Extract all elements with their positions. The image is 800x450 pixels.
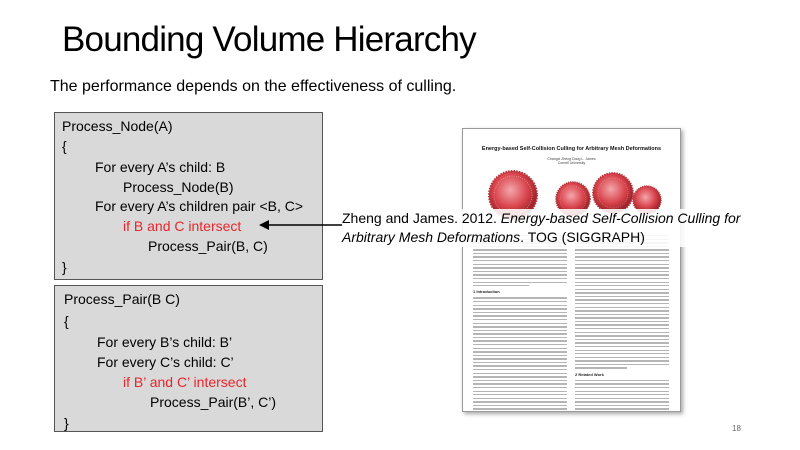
- page-number: 18: [732, 424, 741, 433]
- intersect-test-line: if B and C intersect: [123, 218, 242, 234]
- paper-authors: Changxi Zheng Doug L. James Cornell Unive…: [547, 157, 596, 165]
- slide-subtitle: The performance depends on the effective…: [50, 78, 457, 95]
- intersect-test-line: if B’ and C’ intersect: [123, 374, 247, 390]
- code-line: Process_Pair(B C): [64, 291, 180, 307]
- code-line: For every A’s children pair <B, C>: [95, 198, 304, 214]
- code-line: }: [62, 259, 67, 275]
- code-line: Process_Node(A): [62, 118, 173, 134]
- slide-title: Bounding Volume Hierarchy: [62, 20, 477, 59]
- code-line: For every A’s child: B: [95, 159, 226, 175]
- code-line: {: [64, 313, 69, 329]
- code-line: Process_Node(B): [123, 179, 234, 195]
- sphere-figure: [488, 170, 538, 220]
- paper-title: Energy-based Self-Collision Culling for …: [481, 146, 662, 152]
- code-line: For every C’s child: C’: [97, 354, 234, 370]
- process-pair-code-box: Process_Pair(B C) { For every B’s child:…: [54, 285, 323, 432]
- paper-thumbnail: Energy-based Self-Collision Culling for …: [462, 128, 681, 412]
- code-line: Process_Pair(B, C): [148, 238, 268, 254]
- paper-column-left: 1 Introduction: [473, 235, 567, 410]
- code-line: }: [64, 415, 69, 431]
- code-line: For every B’s child: B’: [97, 334, 233, 350]
- citation-venue: . TOG (SIGGRAPH): [520, 229, 645, 245]
- paper-section-heading: 1 Introduction: [473, 289, 500, 295]
- citation-paper-title: Energy-based Self-Collision Culling for …: [342, 210, 741, 245]
- citation-authors: Zheng and James. 2012.: [342, 210, 501, 226]
- paper-section-heading: 2 Related Work: [575, 371, 604, 377]
- arrow-left-icon: [259, 220, 342, 230]
- code-line: {: [62, 138, 67, 154]
- process-node-code-box: Process_Node(A) { For every A’s child: B…: [54, 112, 323, 280]
- paper-column-right: 2 Related Work: [575, 235, 669, 410]
- code-line: Process_Pair(B’, C’): [150, 394, 277, 410]
- citation-text: Zheng and James. 2012. Energy-based Self…: [342, 209, 742, 247]
- sphere-figure: [592, 172, 634, 214]
